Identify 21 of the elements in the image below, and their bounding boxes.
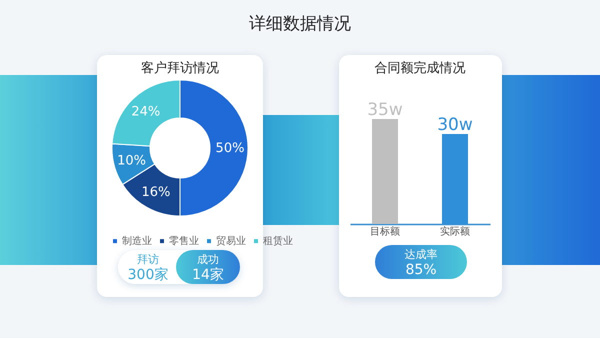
text: 14家 — [191, 267, 225, 284]
data-label: 16% — [141, 184, 170, 200]
data-label: 35w — [367, 100, 403, 120]
legend-label: 租赁业 — [263, 235, 293, 248]
text: 拜访 — [136, 253, 160, 267]
text: 成功 — [196, 253, 220, 267]
text: 详细数据情况 — [248, 13, 352, 35]
legend-label: 制造业 — [122, 235, 152, 248]
x-tick-label: 实际额 — [440, 226, 470, 238]
data-label: 30w — [437, 115, 473, 135]
data-label: 24% — [131, 104, 160, 120]
text: 300家 — [126, 267, 170, 284]
data-label: 50% — [216, 141, 244, 156]
legend-label: 零售业 — [169, 235, 199, 248]
x-tick-label: 目标额 — [370, 226, 400, 238]
text: 85% — [404, 262, 438, 279]
chart-title: 合同额完成情况 — [374, 60, 466, 76]
data-label: 10% — [117, 153, 146, 168]
text: 达成率 — [404, 248, 438, 262]
chart-title: 客户拜访情况 — [141, 60, 219, 76]
legend-label: 贸易业 — [216, 235, 246, 248]
